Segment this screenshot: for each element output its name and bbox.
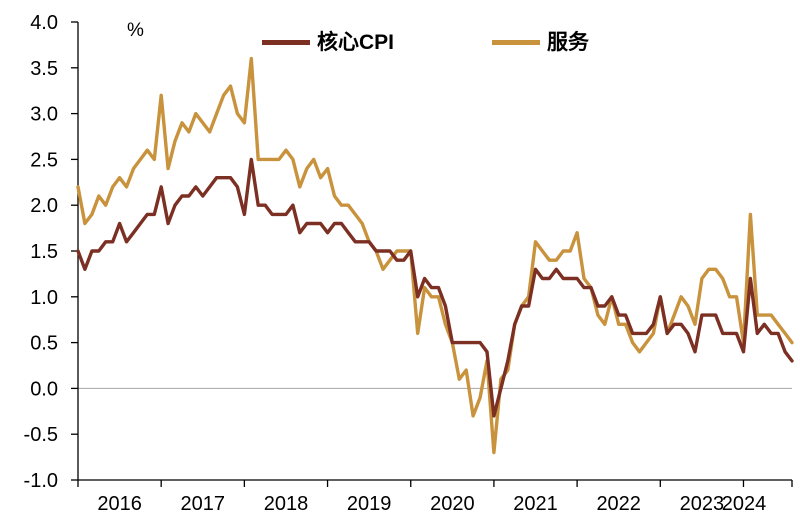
y-tick-label: -0.5: [24, 424, 58, 446]
services-legend-label: 服务: [547, 31, 590, 54]
x-tick-label: 2024: [722, 493, 767, 515]
y-tick-label: 0.5: [30, 333, 58, 355]
x-tick-label: 2016: [97, 493, 142, 515]
y-tick-label: 1.5: [30, 241, 58, 263]
series-line-services: [76, 56, 794, 455]
x-tick-label: 2022: [596, 493, 641, 515]
x-tick-label: 2017: [181, 493, 226, 515]
y-tick-label: 2.5: [30, 149, 58, 171]
series-line-core-cpi: [76, 157, 794, 418]
core-cpi-line-swatch: [262, 40, 310, 45]
x-tick-label: 2020: [430, 493, 475, 515]
x-tick-label: 2018: [264, 493, 309, 515]
y-axis-unit-label: %: [127, 20, 144, 41]
x-tick-label: 2023: [680, 493, 725, 515]
y-tick-label: 0.0: [30, 378, 58, 400]
y-tick-label: 4.0: [30, 12, 58, 34]
chart-legend: 核心CPI 服务: [262, 32, 589, 53]
y-tick-label: -1.0: [24, 470, 58, 492]
x-tick-label: 2021: [513, 493, 558, 515]
legend-item-core-cpi: 核心CPI: [262, 32, 394, 53]
x-tick-label: 2019: [347, 493, 392, 515]
y-tick-label: 1.0: [30, 287, 58, 309]
services-line-swatch: [492, 40, 541, 45]
legend-item-services: 服务: [492, 32, 589, 53]
core-cpi-legend-label: 核心CPI: [317, 31, 395, 54]
y-tick-label: 3.0: [30, 104, 58, 126]
y-tick-label: 2.0: [30, 195, 58, 217]
y-tick-label: 3.5: [30, 58, 58, 80]
